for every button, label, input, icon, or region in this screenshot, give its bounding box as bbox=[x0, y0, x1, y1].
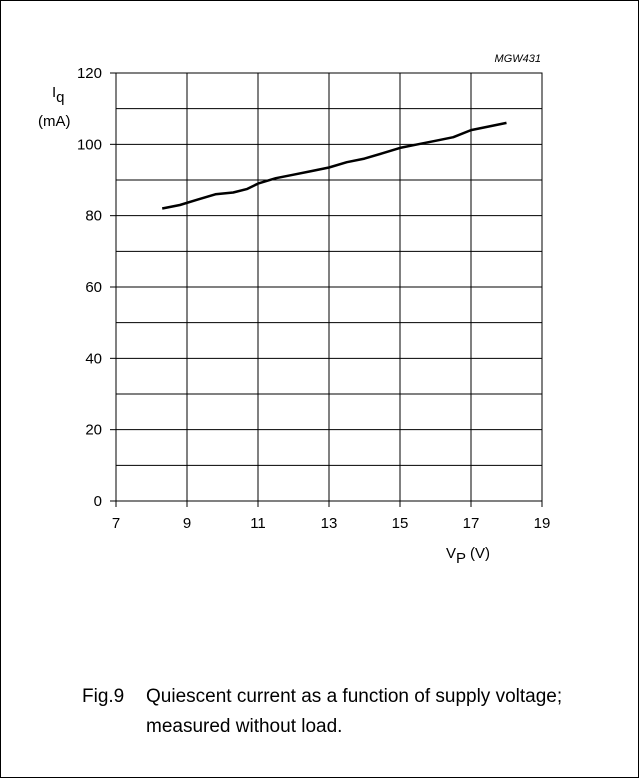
x-tick-label: 9 bbox=[183, 515, 191, 532]
quiescent-current-chart: 0 20 40 60 80 100 120 7 9 11 13 15 17 19 MGW431 Iq (m… bbox=[38, 53, 550, 567]
x-axis-subscript: P bbox=[456, 550, 466, 567]
x-axis-symbol: V bbox=[446, 545, 456, 562]
figure-code: MGW431 bbox=[495, 53, 541, 65]
y-tick-label: 80 bbox=[85, 208, 102, 225]
y-axis-symbol: I bbox=[52, 84, 56, 101]
y-axis-unit: (mA) bbox=[38, 113, 71, 130]
x-tick-label: 17 bbox=[463, 515, 480, 532]
chart-axes bbox=[110, 72, 543, 507]
chart-series bbox=[161, 121, 507, 210]
y-tick-label: 40 bbox=[85, 350, 102, 367]
y-axis-label: Iq bbox=[52, 84, 65, 106]
y-tick-label: 100 bbox=[77, 136, 102, 153]
chart-tick-labels: 0 20 40 60 80 100 120 7 9 11 13 15 17 19 bbox=[77, 65, 550, 532]
x-tick-label: 11 bbox=[250, 515, 266, 532]
chart-grid bbox=[116, 73, 542, 501]
x-tick-label: 7 bbox=[112, 515, 120, 532]
x-tick-label: 13 bbox=[321, 515, 338, 532]
x-axis-unit: (V) bbox=[470, 545, 490, 562]
x-tick-label: 15 bbox=[392, 515, 409, 532]
y-tick-label: 20 bbox=[85, 422, 102, 439]
y-tick-label: 60 bbox=[85, 279, 102, 296]
x-tick-label: 19 bbox=[534, 515, 551, 532]
quiescent-current-line bbox=[161, 121, 507, 210]
figure-caption-text: Quiescent current as a function of suppl… bbox=[146, 686, 563, 737]
y-axis-subscript: q bbox=[56, 89, 64, 106]
figure-caption: Fig.9 Quiescent current as a function of… bbox=[82, 682, 602, 742]
figure-number: Fig.9 bbox=[82, 686, 125, 707]
y-tick-label: 120 bbox=[77, 65, 102, 82]
y-tick-label: 0 bbox=[94, 493, 102, 510]
x-axis-label: VP (V) bbox=[446, 545, 490, 567]
